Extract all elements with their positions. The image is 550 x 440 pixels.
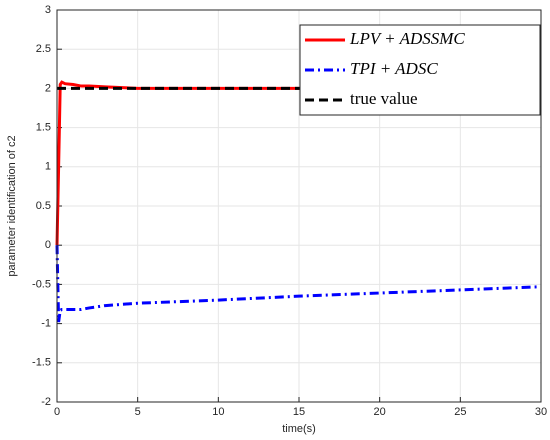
x-tick-label: 30 [535,406,547,418]
x-tick-label: 20 [374,406,386,418]
y-tick-label: 2.5 [36,43,51,55]
y-tick-label: -1.5 [32,357,51,369]
x-tick-label: 0 [54,406,60,418]
x-tick-label: 25 [454,406,466,418]
y-tick-label: 3 [45,4,51,16]
y-tick-label: 1 [45,161,51,173]
y-tick-label: 0.5 [36,200,51,212]
y-tick-label: -2 [41,396,51,408]
x-tick-label: 15 [293,406,305,418]
y-tick-label: -1 [41,318,51,330]
plot-frame [56,9,542,403]
y-axis-label: parameter identification of c2 [6,135,18,276]
x-tick-label: 10 [212,406,224,418]
y-tick-label: -0.5 [32,278,51,290]
series-line [55,245,542,323]
y-tick-label: 2 [45,82,51,94]
legend-label: true value [350,89,418,108]
legend-label: LPV + ADSSMC [349,29,465,48]
x-axis-label: time(s) [282,423,316,435]
y-tick-label: 0 [45,239,51,251]
y-tick-label: 1.5 [36,122,51,134]
x-tick-label: 5 [135,406,141,418]
legend-label: TPI + ADSC [350,59,438,78]
